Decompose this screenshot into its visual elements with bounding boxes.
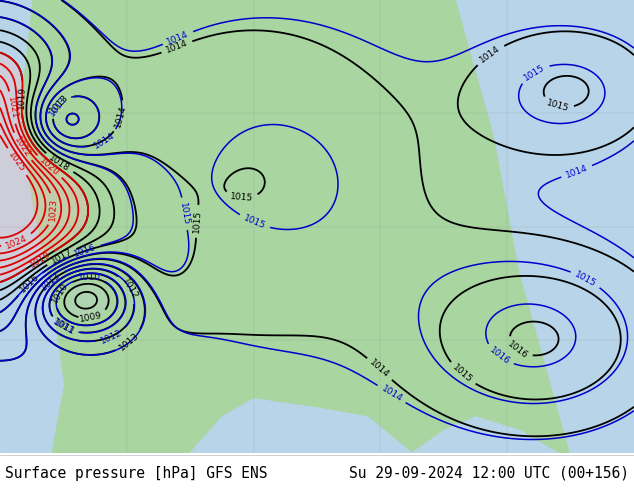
Polygon shape [412, 417, 558, 453]
Text: Su 29-09-2024 12:00 UTC (00+156): Su 29-09-2024 12:00 UTC (00+156) [349, 466, 629, 481]
Text: 1017: 1017 [49, 247, 74, 266]
Polygon shape [456, 0, 634, 453]
Text: 1014: 1014 [113, 104, 129, 129]
Text: 1013: 1013 [47, 94, 68, 118]
Text: 1014: 1014 [379, 384, 404, 404]
Text: 1014: 1014 [564, 163, 589, 180]
Text: 1014: 1014 [165, 29, 190, 47]
Text: 1020: 1020 [38, 156, 61, 178]
Text: 1011: 1011 [51, 318, 76, 337]
Text: 1013: 1013 [48, 93, 70, 115]
Text: 1015: 1015 [573, 270, 598, 288]
Text: 1012: 1012 [99, 328, 124, 345]
Text: 1014: 1014 [165, 39, 189, 55]
Text: 1019: 1019 [17, 85, 27, 109]
Text: 1012: 1012 [120, 276, 139, 301]
Text: Surface pressure [hPa] GFS ENS: Surface pressure [hPa] GFS ENS [5, 466, 268, 481]
Text: 1021: 1021 [6, 96, 18, 120]
Text: 1011: 1011 [53, 318, 77, 337]
Text: 1024: 1024 [4, 233, 29, 250]
Polygon shape [190, 399, 412, 453]
Text: 1025: 1025 [7, 150, 27, 173]
Text: 1022: 1022 [12, 135, 32, 159]
Text: 1015: 1015 [451, 363, 474, 385]
Text: 1023: 1023 [48, 197, 58, 221]
Text: 1010: 1010 [50, 280, 70, 305]
Text: 1009: 1009 [79, 311, 103, 324]
Text: 1013: 1013 [39, 270, 63, 292]
Text: 1015: 1015 [178, 202, 191, 226]
Text: 1015: 1015 [230, 192, 254, 203]
Text: 1018: 1018 [48, 153, 72, 173]
Text: 1015: 1015 [545, 98, 570, 114]
Polygon shape [0, 0, 63, 453]
Text: 1016: 1016 [488, 345, 511, 367]
Text: 1016: 1016 [505, 340, 529, 361]
Text: 1015: 1015 [242, 214, 267, 231]
Text: 1013: 1013 [118, 331, 141, 353]
Text: 1014: 1014 [368, 358, 391, 380]
Text: 1016: 1016 [72, 243, 97, 259]
Text: 1019: 1019 [28, 250, 53, 270]
Text: 1014: 1014 [478, 44, 502, 65]
Text: 1015: 1015 [522, 62, 547, 82]
Text: 1010: 1010 [77, 273, 101, 282]
Text: 1015: 1015 [191, 210, 202, 233]
Text: 1016: 1016 [18, 272, 41, 294]
Text: 1014: 1014 [92, 130, 116, 150]
